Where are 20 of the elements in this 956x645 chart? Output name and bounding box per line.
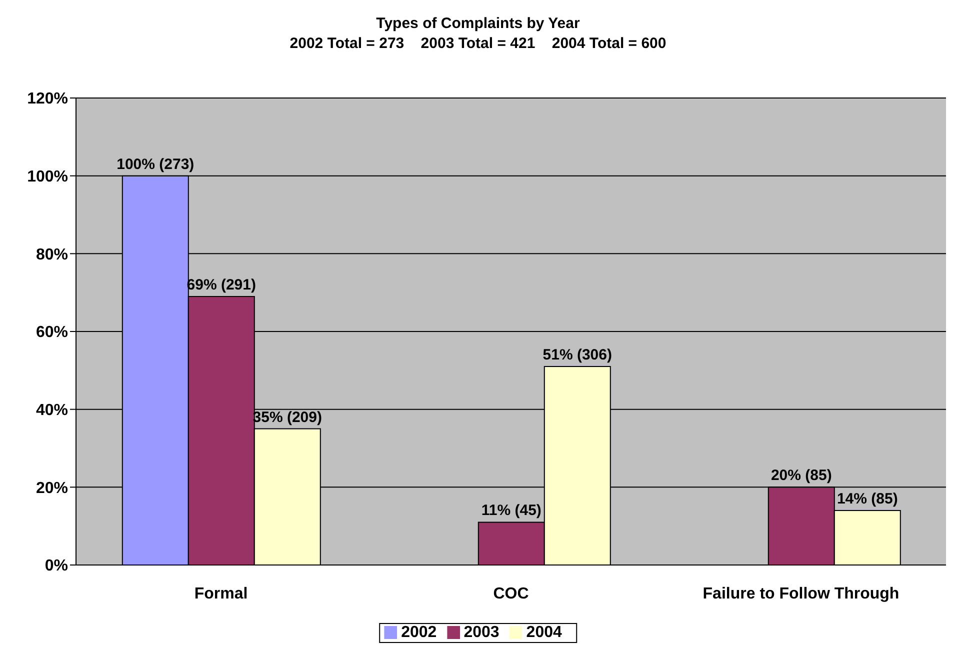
y-tick-label: 0%: [44, 558, 68, 575]
x-tick-label: COC: [493, 585, 530, 602]
data-label: 20% (85): [770, 467, 832, 484]
data-label: 100% (273): [116, 156, 194, 173]
y-tick-label: 80%: [36, 246, 68, 264]
x-tick-label: Failure to Follow Through: [702, 585, 900, 602]
legend-label: 2003: [464, 624, 500, 641]
y-tick-label: 120%: [27, 90, 68, 108]
x-tick-label: Formal: [194, 585, 248, 602]
chart-title: Types of Complaints by Year: [375, 14, 581, 34]
legend-label: 2004: [526, 624, 562, 641]
data-label: 11% (45): [481, 502, 542, 520]
y-tick-label: 60%: [36, 324, 68, 342]
chart-subtitle: 2002 Total = 273 2003 Total = 421 2004 Total = 600: [288, 34, 668, 54]
data-label: 51% (306): [542, 346, 612, 364]
data-label: 14% (85): [836, 490, 898, 508]
y-tick-label: 20%: [36, 480, 68, 497]
y-tick-label: 100%: [27, 168, 68, 186]
legend-label: 2002: [401, 624, 437, 641]
y-tick-label: 40%: [36, 402, 68, 420]
